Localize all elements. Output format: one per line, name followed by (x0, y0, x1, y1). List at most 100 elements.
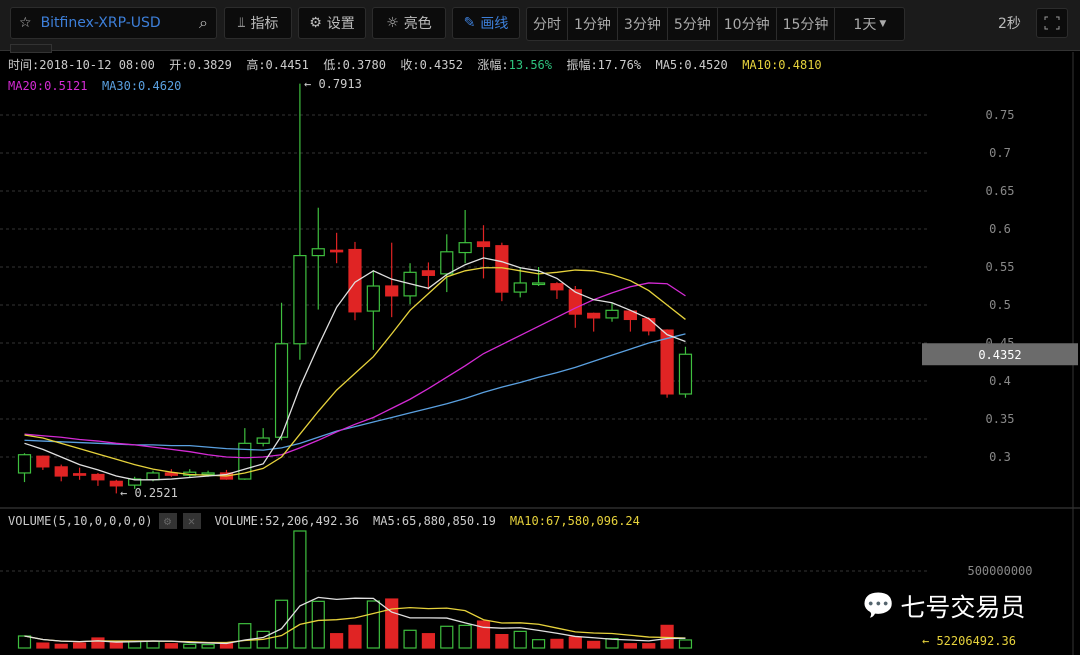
candle-down (54, 466, 68, 477)
volume-bar-down (642, 643, 656, 649)
price-tick-label: 0.75 (986, 108, 1015, 122)
settings-button[interactable]: ⚙ 设置 (298, 7, 366, 39)
price-tick-label: 0.55 (986, 260, 1015, 274)
gear-icon: ⚙ (309, 15, 322, 31)
interval-tab[interactable]: 1分钟 (568, 8, 618, 40)
symbol-name: Bitfinex-XRP-USD (40, 15, 161, 31)
search-icon[interactable]: ⌕ (199, 13, 208, 32)
settings-label: 设置 (326, 16, 355, 32)
candle-down (421, 270, 436, 276)
volume-bar-down (385, 598, 399, 649)
volume-bar-down (568, 636, 582, 649)
candle-down (348, 248, 362, 313)
volume-bar-down (36, 642, 50, 649)
volume-bar-down (348, 624, 362, 649)
volume-ma5: MA5:65,880,850.19 (373, 514, 496, 528)
candle-up (513, 282, 527, 293)
ma10-line (24, 267, 686, 477)
candle-down (109, 480, 123, 487)
volume-bar-down (330, 633, 344, 649)
volume-bar-up (366, 600, 380, 649)
candle-up (293, 255, 307, 345)
volume-title: VOLUME(5,10,0,0,0,0) (8, 514, 153, 528)
candle-up (17, 454, 32, 474)
volume-bar-down (660, 624, 674, 649)
candle-up (531, 282, 546, 286)
price-tick-label: 0.7 (989, 146, 1011, 160)
star-icon[interactable]: ☆ (19, 15, 32, 31)
interval-dropdown[interactable]: 1天 ▼ (835, 8, 904, 40)
volume-bar-down (219, 643, 234, 649)
fullscreen-button[interactable] (1036, 8, 1068, 38)
volume-bar-down (476, 620, 491, 649)
candle-up (311, 248, 325, 257)
price-tick-label: 0.3 (989, 450, 1011, 464)
candle-up (274, 343, 289, 438)
volume-ma5-line (24, 596, 686, 645)
info-high: 高:0.4451 (246, 58, 309, 72)
volume-bar-up (531, 639, 546, 649)
selected-interval: 1天 (853, 17, 877, 33)
caret-down-icon: ▼ (879, 19, 887, 29)
symbol-search[interactable]: ☆ Bitfinex-XRP-USD ⌕ (10, 7, 217, 39)
candle-up (256, 437, 270, 444)
interval-tab[interactable]: 15分钟 (777, 8, 836, 40)
volume-bar-up (17, 635, 32, 649)
ma30-line (24, 333, 686, 451)
watermark-text: 七号交易员 (900, 593, 1026, 622)
interval-tab[interactable]: 5分钟 (668, 8, 718, 40)
volume-bar-up (183, 643, 197, 649)
info-low: 低:0.3780 (323, 58, 386, 72)
refresh-rate[interactable]: 2秒 (998, 16, 1021, 32)
last-volume-label: ← 52206492.36 (922, 634, 1016, 648)
candle-down (72, 473, 87, 476)
ma20-line (24, 282, 686, 459)
volume-info: VOLUME(5,10,0,0,0,0) ⚙ ✕ VOLUME:52,206,4… (8, 513, 640, 529)
info-change-label: 涨幅: (477, 58, 509, 72)
info-close: 收:0.4352 (400, 58, 463, 72)
volume-bar-down (623, 643, 637, 649)
sun-icon: ☼ (386, 15, 399, 31)
collapse-handle[interactable] (10, 44, 52, 53)
price-tick-label: 0.65 (986, 184, 1015, 198)
info-time: 时间:2018-10-12 08:00 (8, 58, 155, 72)
candle-up (128, 478, 142, 486)
volume-bar-up (238, 623, 252, 649)
info-change: 13.56% (508, 58, 552, 72)
candle-down (476, 241, 491, 248)
price-tick-label: 0.35 (986, 412, 1015, 426)
ohlc-info: 时间:2018-10-12 08:00 开:0.3829 高:0.4451 低:… (8, 56, 822, 73)
volume-bar-down (550, 638, 564, 649)
candle-down (550, 283, 564, 291)
volume-close-icon[interactable]: ✕ (182, 513, 201, 529)
interval-tab[interactable]: 3分钟 (618, 8, 668, 40)
volume-bar-up (678, 639, 693, 649)
candle-down (36, 455, 50, 468)
theme-button[interactable]: ☼ 亮色 (372, 7, 446, 39)
candle-up (201, 472, 215, 476)
interval-tab[interactable]: 分时 (527, 8, 568, 40)
indicators-label: 指标 (250, 16, 279, 32)
theme-label: 亮色 (403, 16, 432, 32)
volume-settings-icon[interactable]: ⚙ (158, 513, 177, 529)
candle-down (568, 289, 582, 315)
candle-down (623, 310, 637, 321)
volume-bar-up (146, 640, 160, 649)
price-tick-label: 0.5 (989, 298, 1011, 312)
volume-bar-down (495, 634, 509, 649)
info-open: 开:0.3829 (169, 58, 232, 72)
volume-bar-down (72, 642, 87, 649)
volume-bar-up (458, 624, 472, 649)
draw-button[interactable]: ✎ 画线 (452, 7, 520, 39)
indicators-button[interactable]: ⫫ 指标 (224, 7, 292, 39)
volume-bar-up (201, 644, 215, 649)
volume-bar-down (54, 643, 68, 649)
volume-bar-down (164, 643, 178, 649)
volume-bar-down (109, 641, 123, 649)
pencil-icon: ✎ (463, 15, 476, 31)
interval-tab[interactable]: 10分钟 (718, 8, 777, 40)
candle-up (146, 472, 160, 481)
price-tick-label: 0.4 (989, 374, 1011, 388)
watermark: 💬 七号交易员 (862, 588, 1025, 624)
